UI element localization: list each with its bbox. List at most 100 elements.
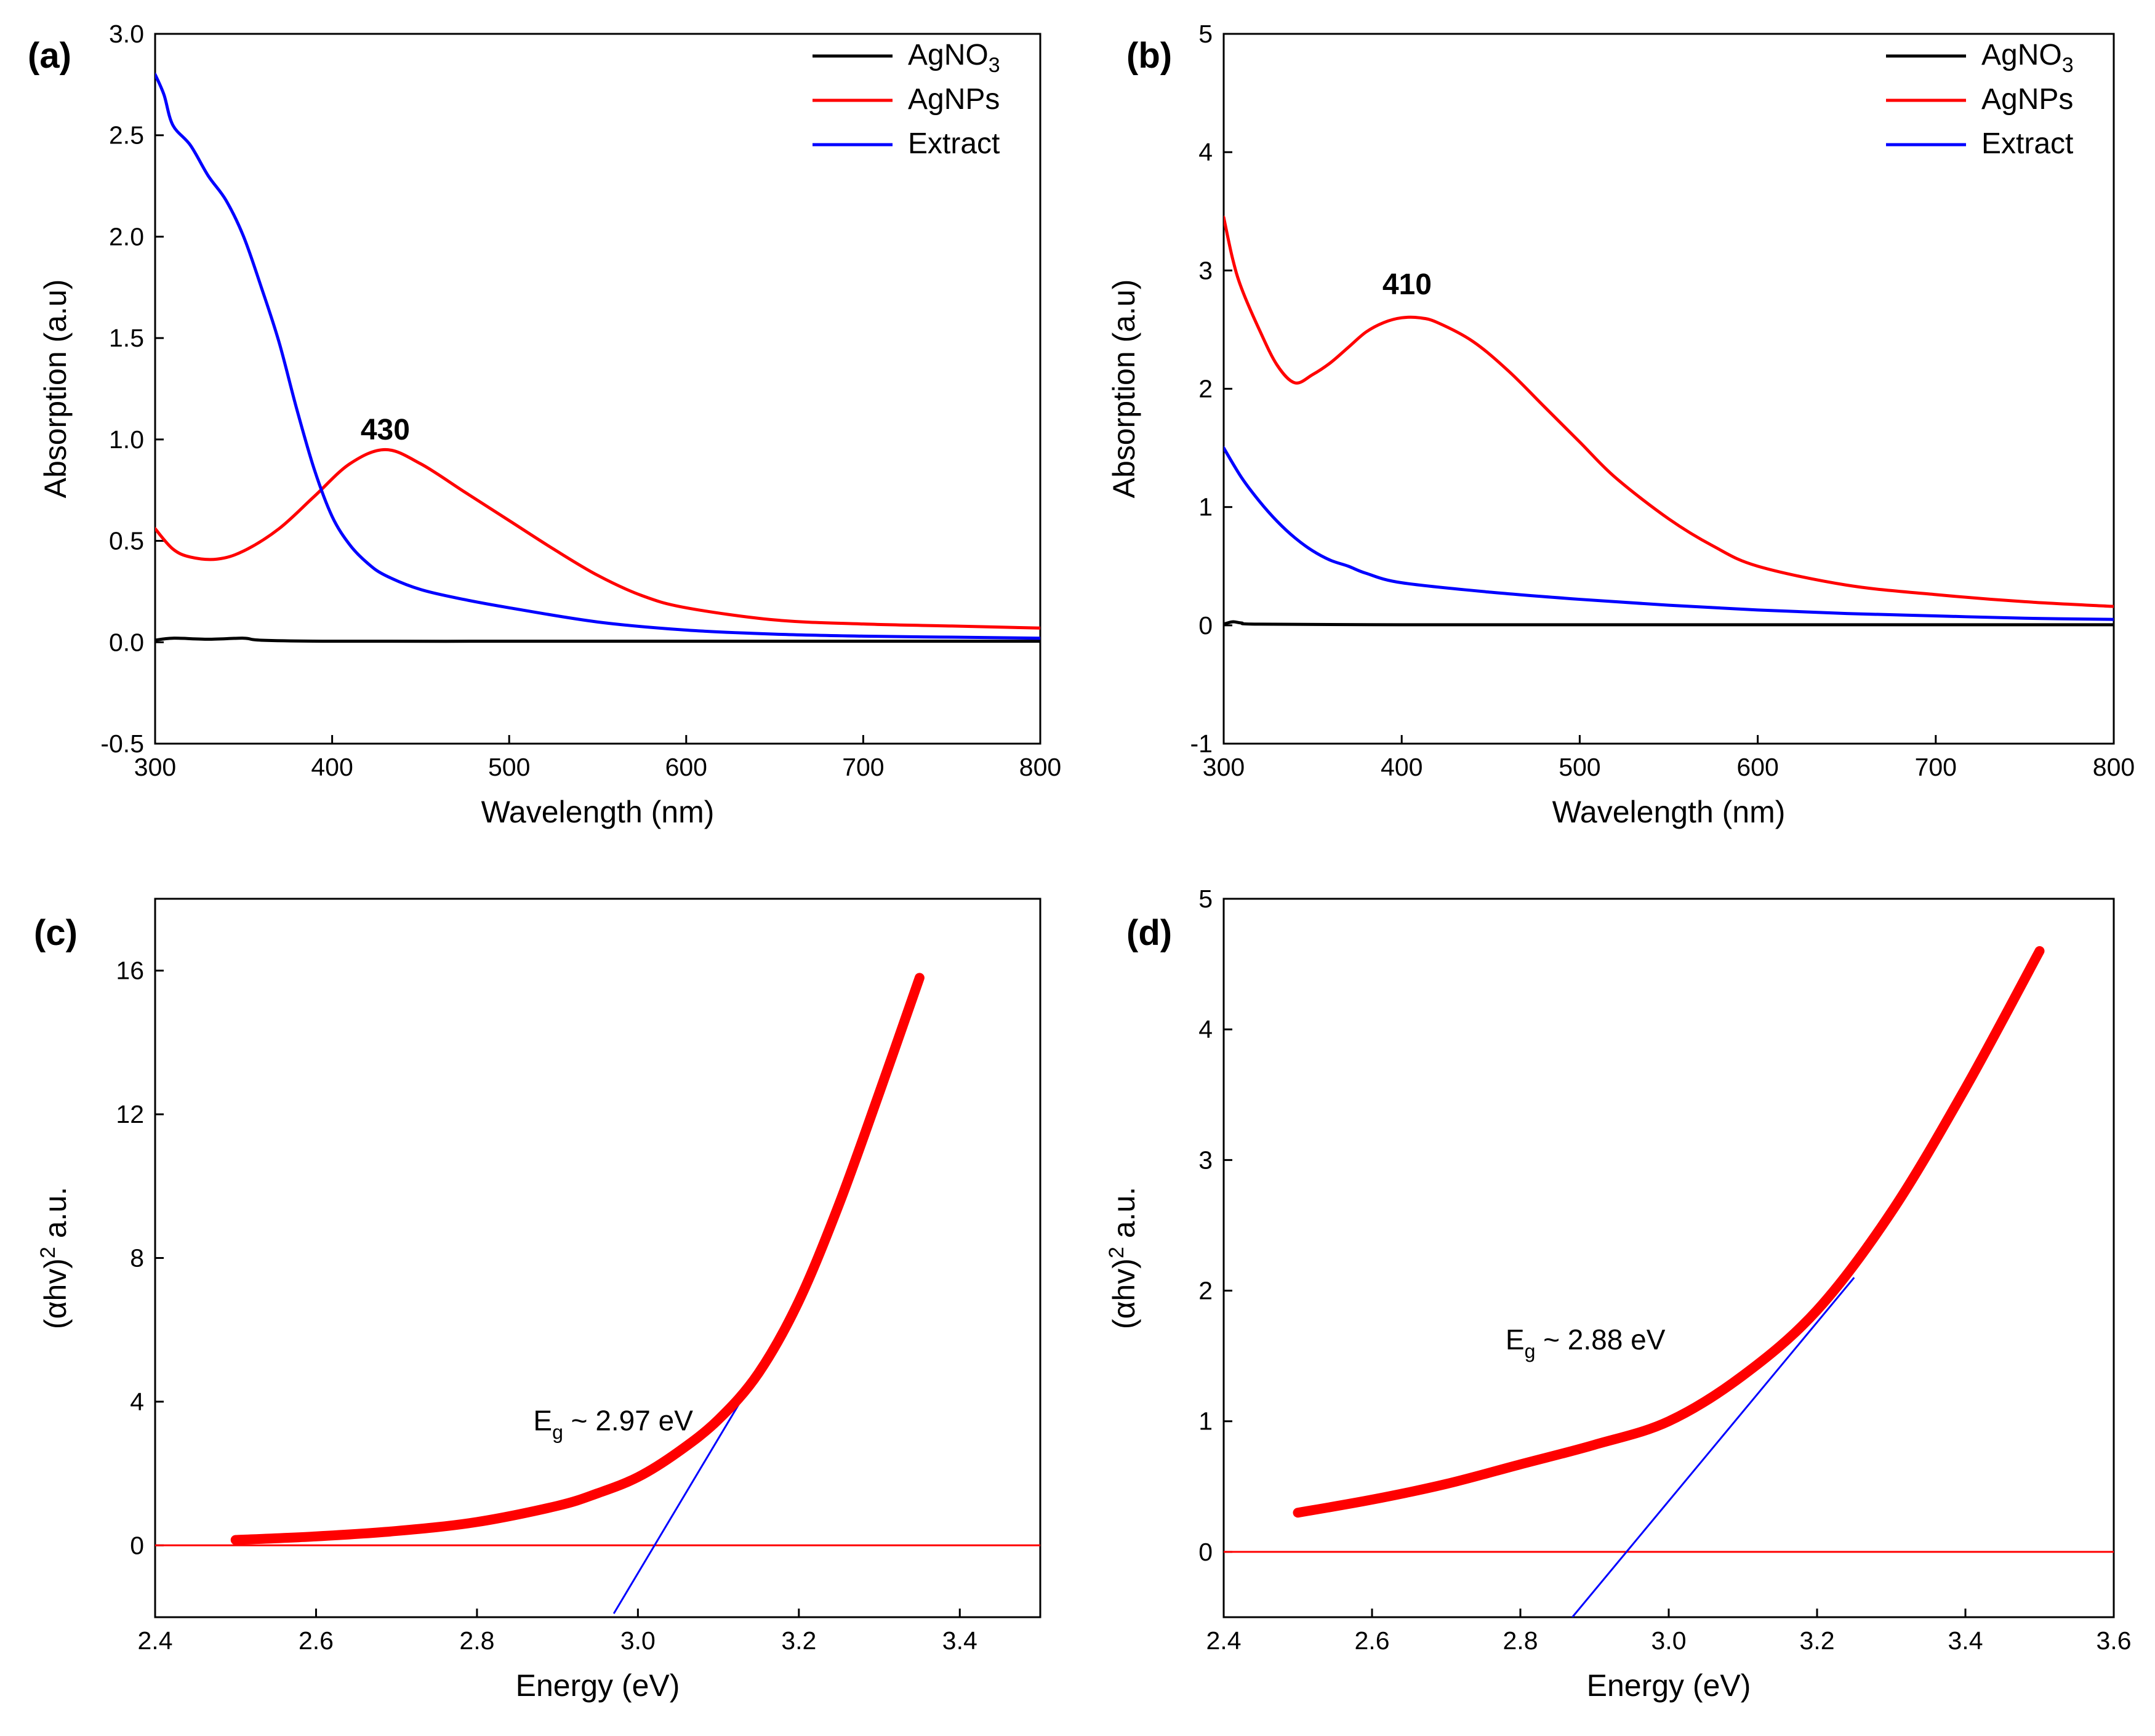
- bandgap-e: E: [533, 1405, 552, 1437]
- y-axis-label-base: (αhv): [38, 1258, 73, 1329]
- y-tick-label: 3: [1198, 256, 1213, 284]
- x-axis-label: Energy (eV): [1587, 1668, 1751, 1703]
- y-tick-label: 0: [1198, 611, 1213, 640]
- x-tick-label: 500: [1559, 753, 1600, 781]
- bandgap-sub: g: [1525, 1340, 1536, 1362]
- bandgap-sub: g: [552, 1421, 563, 1444]
- plot-frame: [1222, 33, 2115, 745]
- y-tick-label: 2: [1198, 1277, 1213, 1305]
- x-tick-label: 3.0: [620, 1626, 656, 1655]
- legend-entry-name: AgNO: [908, 39, 989, 71]
- x-tick-label: 600: [665, 753, 707, 781]
- legend-entry-label: AgNPs: [908, 83, 1000, 116]
- panel-a: 300 400 500 600 700 800 -0.5 0.0 0.5 1.0 1.5 2.0 2.5…: [28, 20, 1061, 829]
- panel-c: 2.4 2.6 2.8 3.0 3.2 3.4 0 4 8 12 16 Energy (eV) (αhv…: [34, 898, 1041, 1703]
- x-tick-label: 400: [311, 753, 353, 781]
- y-tick-label: 16: [116, 957, 144, 985]
- tangent-fit-line: [1571, 1277, 1855, 1617]
- plot-area: [1224, 215, 2114, 627]
- y-tick-label: 0: [1198, 1538, 1213, 1566]
- plot-area: [155, 973, 1040, 1614]
- panel-label: (d): [1126, 913, 1172, 953]
- x-tick-label: 800: [1019, 753, 1061, 781]
- y-tick-label: 2: [1198, 375, 1213, 403]
- y-tick-label: 4: [1198, 1015, 1213, 1043]
- legend-entry-name: AgNPs: [908, 83, 1000, 116]
- y-tick-label: -0.5: [100, 729, 144, 758]
- x-tick-label: 3.4: [1948, 1626, 1983, 1655]
- y-axis-label-tail: a.u.: [38, 1187, 73, 1247]
- series-line-agno3: [1224, 620, 2114, 627]
- x-tick-label: 700: [1915, 753, 1957, 781]
- y-tick-label: 2.5: [109, 121, 144, 150]
- x-axis-label: Wavelength (nm): [481, 795, 715, 829]
- panel-label: (c): [34, 913, 78, 953]
- plot-area: [155, 73, 1040, 643]
- plot-frame: [1222, 898, 2115, 1618]
- y-tick-label: 12: [116, 1100, 144, 1128]
- y-axis-label-tail: a.u.: [1107, 1187, 1141, 1247]
- legend-entry-name: AgNPs: [1981, 83, 2073, 116]
- legend-entry-name: Extract: [1981, 127, 2073, 160]
- series-line-tauc: [1293, 946, 2045, 1518]
- x-tick-label: 3.0: [1651, 1626, 1687, 1655]
- legend-entry-label: AgNPs: [1981, 83, 2073, 116]
- y-tick-label: 0: [130, 1531, 144, 1559]
- y-tick-label: 0.0: [109, 628, 144, 656]
- plot-area: [1224, 946, 2114, 1617]
- legend: AgNO3 AgNPs Extract: [813, 39, 1000, 160]
- x-axis-label: Energy (eV): [516, 1668, 680, 1703]
- bandgap-annotation: Eg ~ 2.88 eV: [1506, 1324, 1666, 1362]
- x-tick-label: 500: [488, 753, 530, 781]
- series-line-agnps: [155, 448, 1040, 630]
- bandgap-annotation: Eg ~ 2.97 eV: [533, 1405, 693, 1444]
- legend-entry-name: Extract: [908, 127, 1000, 160]
- legend-entry-sub: 3: [2062, 54, 2074, 77]
- x-tick-label: 300: [134, 753, 176, 781]
- y-tick-label: 4: [1198, 138, 1213, 166]
- y-tick-label: 2.0: [109, 222, 144, 251]
- y-tick-label: 1.0: [109, 425, 144, 454]
- panel-label: (b): [1126, 36, 1172, 76]
- y-tick-label: -1: [1190, 729, 1213, 758]
- series-line-agnps: [1224, 215, 2114, 608]
- y-axis-label-base: (αhv): [1107, 1258, 1141, 1329]
- y-tick-label: 1.5: [109, 324, 144, 352]
- legend: AgNO3 AgNPs Extract: [1886, 39, 2074, 160]
- series-line-extract: [155, 73, 1040, 640]
- x-tick-label: 700: [842, 753, 884, 781]
- series-line-agno3: [155, 637, 1040, 643]
- legend-entry-label: Extract: [908, 127, 1000, 160]
- panel-label: (a): [28, 36, 71, 76]
- y-tick-label: 3.0: [109, 20, 144, 48]
- x-tick-label: 2.8: [459, 1626, 494, 1655]
- y-tick-label: 4: [130, 1388, 144, 1416]
- y-tick-label: 1: [1198, 493, 1213, 521]
- legend-entry-label: AgNO3: [908, 39, 1000, 77]
- series-line-tauc: [230, 973, 925, 1545]
- legend-entry-name: AgNO: [1981, 39, 2062, 71]
- x-tick-label: 3.6: [2097, 1626, 2132, 1655]
- plot-frame: [154, 33, 1041, 745]
- series-line-extract: [1224, 446, 2114, 621]
- legend-entry-label: Extract: [1981, 127, 2073, 160]
- legend-entry-label: AgNO3: [1981, 39, 2074, 77]
- x-tick-label: 2.4: [138, 1626, 173, 1655]
- x-tick-label: 2.8: [1503, 1626, 1538, 1655]
- x-axis-label: Wavelength (nm): [1552, 795, 1786, 829]
- peak-label: 410: [1382, 268, 1432, 301]
- x-tick-label: 300: [1203, 753, 1245, 781]
- y-tick-label: 3: [1198, 1146, 1213, 1174]
- y-axis-label: Absorption (a.u): [1107, 279, 1141, 499]
- x-tick-label: 2.6: [1355, 1626, 1390, 1655]
- x-tick-label: 3.4: [942, 1626, 977, 1655]
- y-tick-label: 0.5: [109, 527, 144, 555]
- panel-d: 2.4 2.6 2.8 3.0 3.2 3.4 3.6 0 1 2 3 4 5 Energy (eV) (α…: [1105, 885, 2132, 1703]
- legend-entry-sub: 3: [989, 54, 1000, 77]
- x-tick-label: 600: [1736, 753, 1778, 781]
- x-tick-label: 2.4: [1206, 1626, 1242, 1655]
- bandgap-e: E: [1506, 1324, 1525, 1356]
- x-tick-label: 3.2: [1800, 1626, 1835, 1655]
- y-axis-label: (αhv)2 a.u.: [36, 1187, 73, 1329]
